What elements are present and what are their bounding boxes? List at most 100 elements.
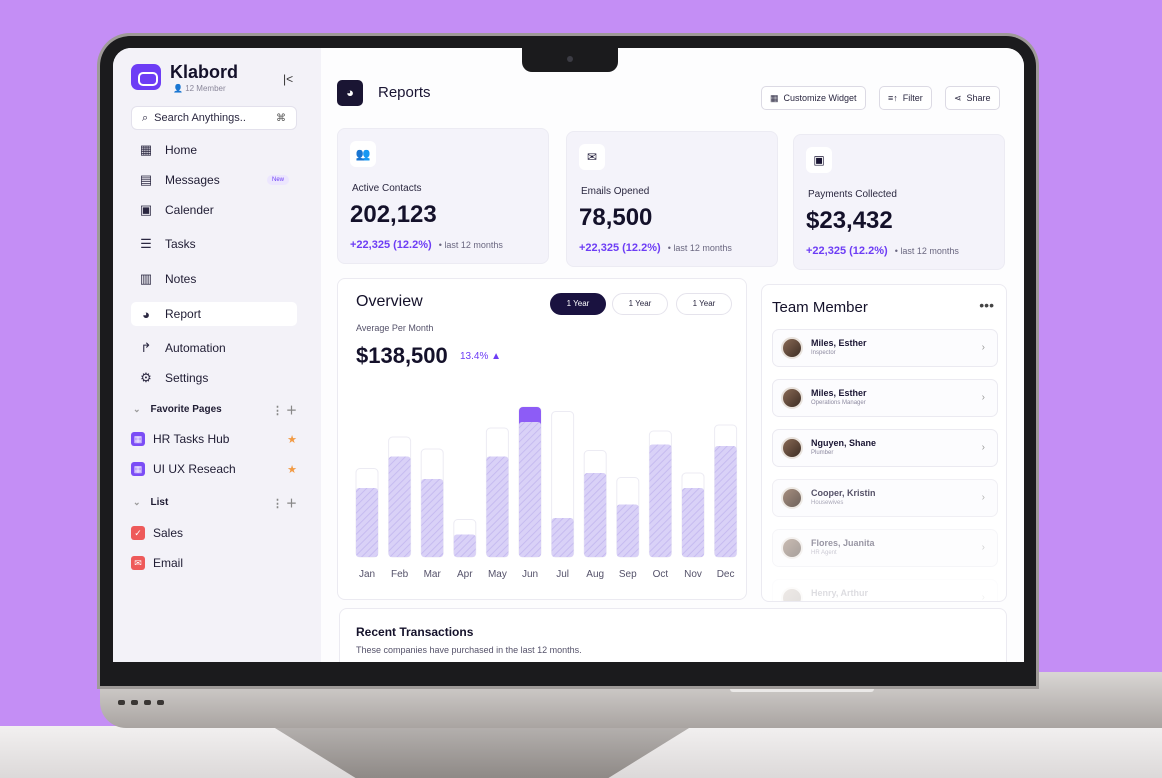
favorite-label: UI UX Reseach [153, 462, 236, 476]
stat-card-emails-opened: ✉ Emails Opened 78,500 +22,325 (12.2%) •… [566, 131, 778, 267]
list-header[interactable]: ⌄ List ⋮ ＋ [131, 497, 297, 510]
notes-icon: ▥ [139, 271, 153, 286]
stat-change-value: +22,325 (12.2%) [579, 242, 661, 254]
bar-jan[interactable] [356, 488, 378, 557]
report-icon: ◕ [337, 80, 363, 106]
bar-nov[interactable] [682, 488, 704, 557]
team-member-row[interactable]: Flores, Juanita HR Agent › [772, 529, 998, 567]
grid-app-icon: ▦ [131, 462, 145, 476]
stat-card-active-contacts: 👥 Active Contacts 202,123 +22,325 (12.2%… [337, 128, 549, 264]
member-role: Plumber [811, 450, 834, 456]
chevron-right-icon: › [981, 592, 985, 602]
brand-logo-icon [131, 64, 161, 90]
list-label: Email [153, 556, 184, 570]
bar-dec[interactable] [714, 446, 737, 557]
team-title: Team Member [772, 299, 868, 316]
laptop-hinge [730, 686, 874, 692]
period-pill[interactable]: 1 Year [676, 293, 732, 315]
x-tick-label: Mar [424, 569, 442, 580]
x-tick-label: Sep [619, 569, 637, 580]
section-actions-icon[interactable]: ⋮ ＋ [271, 404, 297, 417]
bar-aug[interactable] [584, 473, 607, 557]
stat-change: +22,325 (12.2%) • last 12 months [806, 245, 959, 257]
star-icon[interactable]: ★ [287, 433, 297, 446]
team-member-row[interactable]: Miles, Esther Operations Manager › [772, 379, 998, 417]
section-actions-icon[interactable]: ⋮ ＋ [271, 497, 297, 510]
avatar [781, 337, 803, 359]
team-member-row[interactable]: Cooper, Kristin Housewives › [772, 479, 998, 517]
x-tick-label: Jun [522, 569, 538, 580]
bar-jul[interactable] [551, 518, 574, 557]
button-label: Share [966, 93, 991, 103]
sidebar-item-label: Report [165, 307, 202, 321]
member-name: Henry, Arthur [811, 588, 869, 598]
avatar [781, 487, 803, 509]
more-options-icon[interactable]: ••• [979, 297, 994, 313]
sidebar-item-label: Calender [165, 203, 214, 217]
share-button[interactable]: ⋖ Share [945, 86, 1000, 110]
page-title: Reports [378, 84, 431, 101]
bar-may[interactable] [486, 456, 509, 558]
list-item-email[interactable]: ✉ Email [131, 552, 297, 574]
stat-period-label: last 12 months [444, 240, 503, 250]
bar-apr[interactable] [453, 534, 476, 558]
team-member-row[interactable]: Henry, Arthur › [772, 579, 998, 602]
member-name: Cooper, Kristin [811, 488, 876, 498]
favorite-pages-header[interactable]: ⌄ Favorite Pages ⋮ ＋ [131, 404, 297, 417]
search-icon: ⌕ [142, 111, 149, 124]
x-tick-label: Nov [684, 569, 702, 580]
sidebar: Klabord 👤 12 Member |< ⌕ Search Anything… [113, 48, 321, 662]
calendar-icon: ▣ [139, 202, 153, 217]
list-item-sales[interactable]: ✓ Sales [131, 522, 297, 544]
sidebar-item-notes[interactable]: ▥ Notes [131, 267, 297, 291]
camera-notch [522, 46, 618, 72]
envelope-icon: ✉ [579, 144, 605, 170]
filter-button[interactable]: ≡↑ Filter [879, 86, 932, 110]
member-name: Miles, Esther [811, 338, 867, 348]
bar-oct[interactable] [649, 444, 672, 558]
sidebar-item-label: Messages [165, 173, 220, 187]
search-input[interactable]: ⌕ Search Anythings.. ⌘ [131, 106, 297, 130]
overview-title: Overview [356, 293, 423, 310]
team-member-row[interactable]: Miles, Esther Inspector › [772, 329, 998, 367]
filter-icon: ≡↑ [888, 93, 898, 103]
stat-label: Payments Collected [808, 189, 897, 200]
collapse-sidebar-icon[interactable]: |< [283, 72, 294, 86]
sidebar-item-label: Home [165, 143, 198, 157]
automation-icon: ↱ [140, 340, 152, 355]
sidebar-item-automation[interactable]: ↱ Automation [131, 336, 297, 360]
bar-jun[interactable] [519, 422, 541, 557]
chevron-right-icon: › [981, 542, 985, 553]
member-role: Housewives [811, 500, 844, 506]
new-badge: New [266, 175, 289, 185]
sidebar-item-home[interactable]: ▦ Home [131, 138, 297, 162]
sidebar-item-calender[interactable]: ▣ Calender [131, 198, 297, 222]
sidebar-item-settings[interactable]: ⚙ Settings [131, 366, 297, 390]
chevron-right-icon: › [981, 342, 985, 353]
chevron-right-icon: › [981, 442, 985, 453]
star-icon[interactable]: ★ [287, 463, 297, 476]
sidebar-item-label: Settings [165, 371, 209, 385]
bar-feb[interactable] [388, 456, 411, 558]
stat-change: +22,325 (12.2%) • last 12 months [579, 242, 732, 254]
bar-sep[interactable] [616, 504, 639, 558]
favorite-item[interactable]: ▦ HR Tasks Hub ★ [131, 428, 297, 450]
main-content: ◕ Reports ▦ Customize Widget ≡↑ Filter ⋖… [321, 48, 1024, 662]
share-icon: ⋖ [954, 92, 962, 103]
sidebar-item-tasks[interactable]: ☰ Tasks [131, 232, 297, 256]
customize-widget-button[interactable]: ▦ Customize Widget [761, 86, 866, 110]
x-tick-label: Aug [586, 569, 604, 580]
recent-transactions-card: Recent Transactions These companies have… [339, 608, 1007, 662]
email-icon: ✉ [131, 556, 145, 570]
period-pill[interactable]: 1 Year [550, 293, 606, 315]
sliders-icon: ⚙ [140, 370, 152, 385]
period-pill[interactable]: 1 Year [612, 293, 668, 315]
sidebar-item-messages[interactable]: ▤ Messages New [131, 168, 297, 192]
checklist-icon: ☰ [140, 236, 152, 251]
sidebar-item-report[interactable]: ◕ Report [131, 302, 297, 326]
team-member-row[interactable]: Nguyen, Shane Plumber › [772, 429, 998, 467]
favorite-item[interactable]: ▦ UI UX Reseach ★ [131, 458, 297, 480]
bar-mar[interactable] [421, 479, 444, 557]
stat-change-value: +22,325 (12.2%) [350, 239, 432, 251]
payment-icon: ▣ [806, 147, 832, 173]
